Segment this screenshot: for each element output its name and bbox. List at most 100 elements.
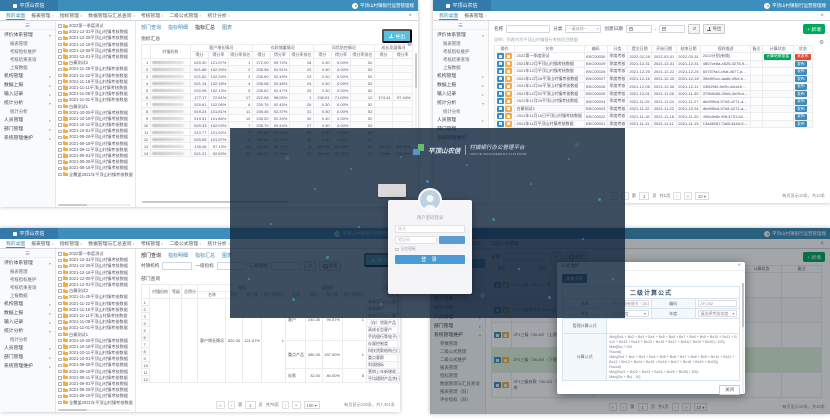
sidebar-item[interactable]: 系统管理维护 ▸ [0,134,55,143]
export-button[interactable]: 导出 [703,24,726,34]
sidebar-item[interactable]: 系统管理维护 ▾ [430,331,485,340]
sidebar-subitem[interactable]: 指标管理 [440,373,458,378]
login-button[interactable]: 登 录 [395,255,465,264]
name-input[interactable] [506,25,551,33]
content-tab[interactable]: 指标明细 [168,25,189,31]
sidebar-item[interactable]: 人员管理 ▸ [433,116,488,125]
tree-item[interactable]: 2021-11-01平顶山村镇考核数据 [58,97,133,103]
checkbox[interactable] [58,98,62,103]
checkbox[interactable] [58,154,62,158]
nav-tab[interactable]: 指标管理 × [60,12,83,19]
date-to-input[interactable] [659,25,686,33]
sidebar-subitem[interactable]: 上报数据 [10,293,28,298]
checkbox[interactable] [58,172,62,177]
checkbox[interactable] [58,376,62,380]
copy-button[interactable] [504,105,512,112]
sidebar-subitem[interactable]: 统计分析 [443,109,461,114]
tree-item[interactable]: 2021-08-25平顶山村镇考核数据 [58,159,133,165]
checkbox[interactable] [58,61,62,65]
checkbox[interactable] [58,135,62,140]
gear-icon[interactable]: ⚙ [819,40,824,46]
sidebar-subitem[interactable]: 考核指标维护 [443,49,470,54]
checkbox[interactable] [58,55,62,59]
sidebar-subitem[interactable]: 考核指标维护 [10,49,37,54]
pager-next-button[interactable]: › [671,403,680,411]
sidebar-item[interactable]: 机构管理 ▸ [0,72,55,81]
tree-item[interactable]: 2021-10-18平顶山村镇考核数据 [58,116,133,122]
tree-item[interactable]: 2021-09-01平顶山村镇考核数据 [58,381,133,387]
checkbox[interactable] [58,141,62,146]
sidebar-toggle-icon[interactable]: ☰ [433,22,488,30]
close-icon[interactable]: × [51,241,54,246]
tree-item[interactable]: 2021-08-16平顶山村镇考核数据 [58,165,133,171]
checkbox[interactable] [58,320,62,324]
sidebar-item[interactable]: 人员管理 ▸ [0,116,55,125]
calc-result-button[interactable]: 计算结果查看 [764,53,792,60]
close-icon[interactable]: × [132,13,135,18]
nav-tab[interactable]: 我的桌面 [6,240,26,248]
formula-code-input[interactable]: ZF-002 [697,300,737,307]
checkbox[interactable] [58,314,62,318]
org-input[interactable] [162,262,193,270]
tree-item[interactable]: 2021-11-08平顶山村镇考核数据 [58,91,133,97]
tree-item[interactable]: 2021-09-01平顶山村镇考核数据 [58,153,133,159]
copy-button[interactable] [504,60,512,67]
pager-first-button[interactable]: « [216,401,225,409]
tree-item[interactable]: 2021-11-11平顶山村镇考核数据 [58,85,133,91]
close-icon[interactable]: × [227,13,231,18]
refresh-button[interactable]: ↺ [688,24,701,34]
edit-button[interactable] [496,113,504,120]
checkbox[interactable] [58,388,62,392]
sidebar-item[interactable]: 输入记录 ▸ [0,318,55,327]
sidebar-item[interactable]: 评价体系管理 ▾ [0,259,55,268]
sidebar-subitem[interactable]: 考核结果查询 [443,57,470,62]
checkbox[interactable] [58,36,62,41]
checkbox[interactable] [58,92,62,96]
tree-item[interactable]: 2021-10-01平顶山村镇考核数据 [58,128,133,134]
sidebar-item[interactable]: 统计分析 ▾ [433,99,488,108]
sidebar-item[interactable]: 数据上报 ▸ [0,81,55,90]
checkbox[interactable] [58,117,62,121]
tree-item[interactable]: 2021-09-11平顶山村镇考核数据 [58,375,133,381]
copy-button[interactable] [501,332,509,338]
close-icon[interactable]: × [132,241,135,246]
copy-button[interactable] [504,53,512,60]
close-icon[interactable]: × [161,241,164,246]
tree-item[interactable]: 2021-12-06平顶山村镇考核数据 [58,48,133,54]
nav-tab[interactable]: 数据管理与汇总查询 × [88,240,135,247]
tree-item[interactable]: 白寨测试1 [58,331,133,337]
edit-button[interactable] [496,120,504,127]
tree-item[interactable]: 2021-09-26平顶山村镇考核数据 [58,362,133,368]
date-from-input[interactable] [625,25,652,33]
sidebar-item[interactable]: 部门管理 ▸ [0,353,55,362]
tree-item[interactable]: 2022第一季度测试 [58,23,133,29]
copy-button[interactable] [501,382,509,388]
checkbox[interactable] [58,80,62,84]
nav-tab[interactable]: 报表管理× [31,12,54,19]
copy-button[interactable] [504,98,512,105]
checkbox[interactable] [58,24,62,28]
checkbox[interactable] [58,394,62,399]
edit-button[interactable] [496,98,504,105]
sidebar-item[interactable]: 输入记录 ▸ [0,90,55,99]
close-icon[interactable]: × [199,241,202,246]
sidebar-subitem[interactable]: 评价指标（旧） [440,397,471,402]
sidebar-subitem[interactable]: 考核结果查询 [10,285,37,290]
checkbox[interactable] [58,148,62,152]
edit-button[interactable] [496,53,504,60]
sidebar-subitem[interactable]: 报表管理 [443,41,461,46]
sidebar-toggle-icon[interactable]: ☰ [0,250,55,258]
captcha-input[interactable]: 验证码 [395,236,437,244]
checkbox[interactable] [58,308,62,312]
copy-button[interactable] [504,68,512,75]
copy-button[interactable] [504,120,512,127]
scrollbar-thumb[interactable] [58,203,88,206]
sidebar-toggle-icon[interactable]: ☰ [0,22,55,30]
content-tab[interactable]: 指标汇总 [195,25,216,31]
checkbox[interactable] [58,283,62,287]
sidebar-subitem[interactable]: 统计分析 [10,109,28,114]
edit-button[interactable] [493,382,501,388]
tree-item[interactable]: 2021-11-11平顶山村镇考核数据 [58,313,133,319]
tree-item[interactable]: 2021-10-01平顶山村镇考核数据 [58,356,133,362]
nav-tab[interactable]: 我的桌面 [6,12,26,20]
